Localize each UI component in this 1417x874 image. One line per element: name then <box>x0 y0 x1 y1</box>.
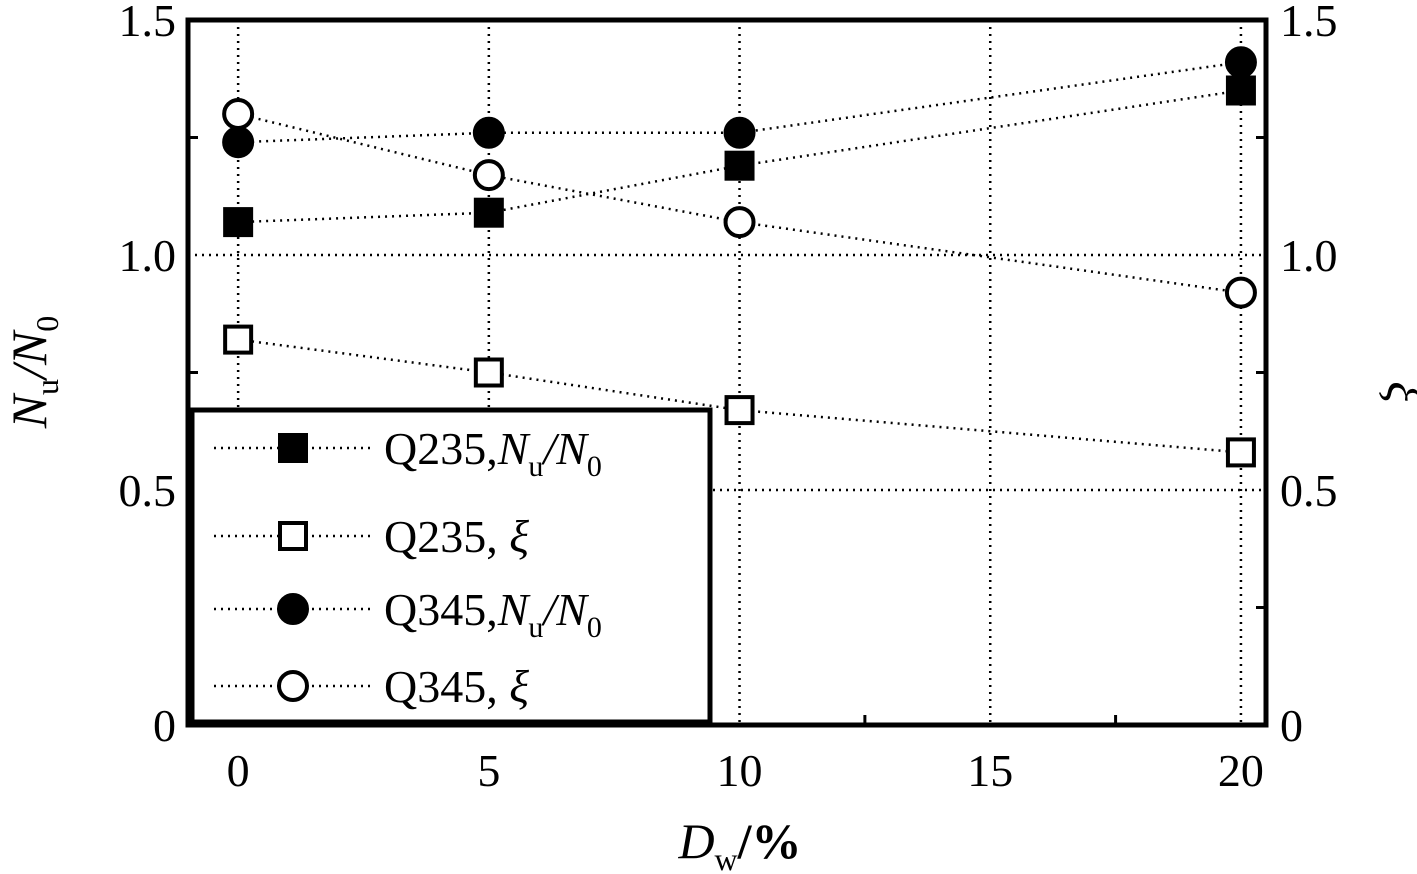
y2-tick-label: 1.5 <box>1280 0 1338 46</box>
series-2 <box>223 324 1256 468</box>
y2-axis-title: ξ <box>1377 381 1417 403</box>
legend-item: Q235, ξ <box>214 511 529 562</box>
y-tick-label: 1.5 <box>119 0 177 46</box>
legend-label: Q345, ξ <box>384 661 529 712</box>
data-point <box>724 150 755 181</box>
legend-item: Q345,Nu/N0 <box>214 584 602 644</box>
y2-tick-label: 1.0 <box>1280 230 1338 281</box>
y2-tick-label: 0.5 <box>1280 465 1338 516</box>
grid <box>188 20 1266 725</box>
x-tick-label: 0 <box>227 745 250 796</box>
legend-label: Q235, ξ <box>384 511 529 562</box>
x-axis-title: Dw/% <box>677 813 801 874</box>
data-point <box>473 357 504 388</box>
tick-labels: 0 5 10 15 20 0 0.5 1.0 1.5 0 0.5 1.0 1.5 <box>119 0 1338 796</box>
legend-marker <box>277 593 309 625</box>
legend: Q235,Nu/N0 Q235, ξ Q345,Nu/N0 Q345, ξ <box>189 407 713 725</box>
data-point <box>724 395 755 426</box>
data-point <box>473 197 504 228</box>
series-1 <box>223 75 1256 238</box>
x-tick-label: 15 <box>967 745 1013 796</box>
data-point <box>222 126 255 159</box>
series-line <box>237 112 1242 294</box>
legend-item: Q235,Nu/N0 <box>214 423 602 483</box>
legend-marker <box>278 521 308 551</box>
data-point <box>1224 276 1257 309</box>
legend-label: Q235,Nu/N0 <box>384 423 602 483</box>
x-tick-label: 10 <box>717 745 763 796</box>
y-axis-title: Nu/N0 <box>1 316 65 430</box>
series-layer <box>222 46 1257 468</box>
data-point <box>472 159 505 192</box>
series-line <box>237 338 1242 454</box>
data-point <box>723 206 756 239</box>
series-3 <box>222 46 1257 159</box>
data-point <box>223 324 254 355</box>
series-4 <box>222 98 1257 309</box>
data-point <box>223 207 254 238</box>
data-point <box>1225 75 1256 106</box>
data-point <box>1224 46 1257 79</box>
x-tick-label: 20 <box>1218 745 1264 796</box>
x-tick-label: 5 <box>477 745 500 796</box>
series-line <box>238 89 1242 224</box>
data-point <box>1225 437 1256 468</box>
y-tick-label: 0.5 <box>119 465 177 516</box>
legend-label: Q345,Nu/N0 <box>384 584 602 644</box>
y-tick-label: 0 <box>153 700 176 751</box>
y2-tick-label: 0 <box>1280 700 1303 751</box>
legend-marker <box>277 670 309 702</box>
y-tick-label: 1.0 <box>119 230 177 281</box>
legend-marker <box>278 433 308 463</box>
data-point <box>222 98 255 130</box>
data-point <box>723 116 756 149</box>
legend-item: Q345, ξ <box>214 661 529 712</box>
data-point <box>472 116 505 149</box>
